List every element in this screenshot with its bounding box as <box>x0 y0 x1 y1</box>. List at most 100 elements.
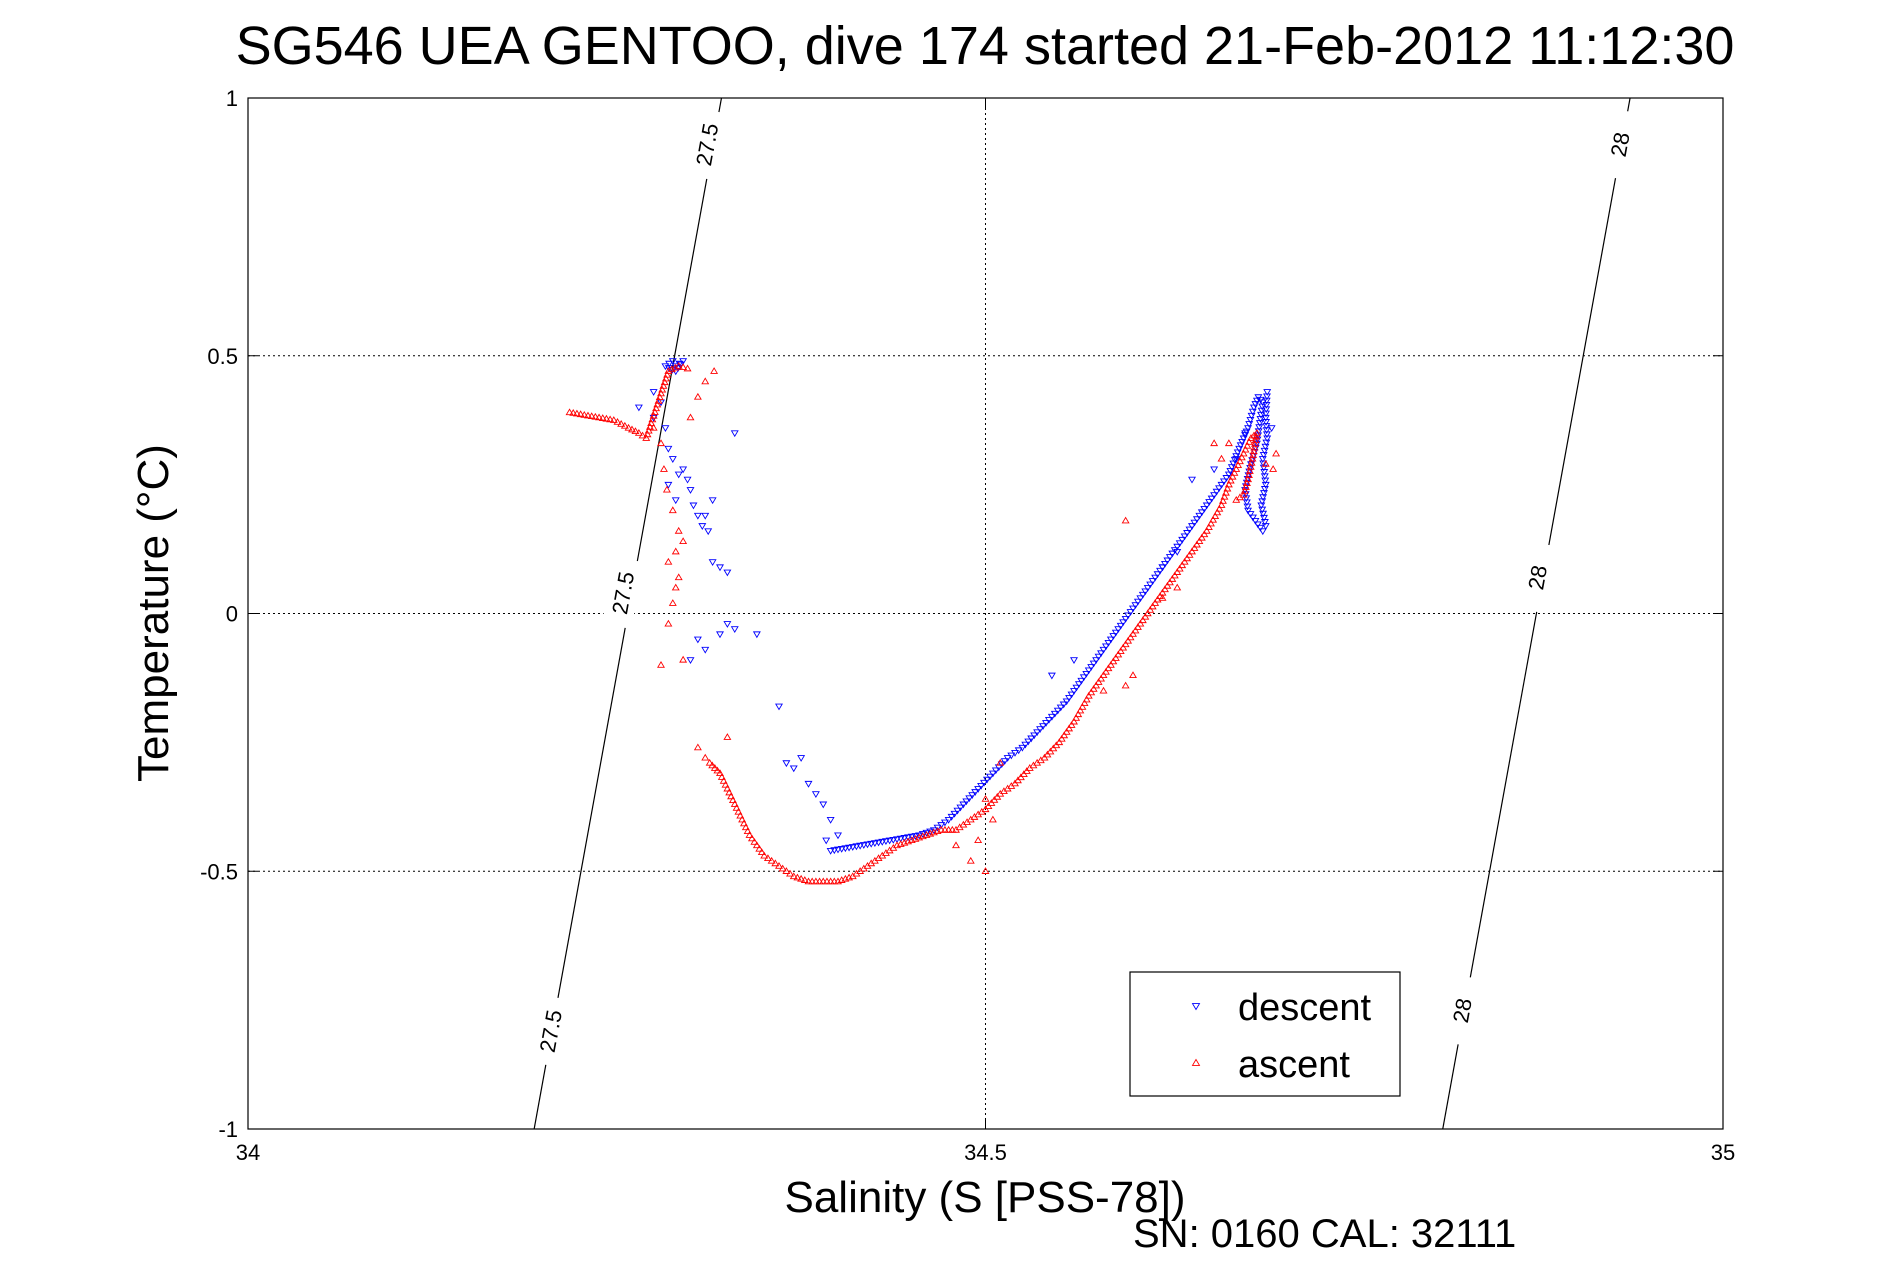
data-point <box>1241 445 1250 453</box>
data-point <box>1160 585 1169 593</box>
data-point <box>1039 723 1048 730</box>
data-point <box>649 411 658 419</box>
data-point <box>947 813 956 821</box>
data-point <box>730 800 739 807</box>
data-point <box>652 404 661 412</box>
data-point <box>1242 499 1251 507</box>
data-point <box>789 872 798 880</box>
data-point <box>617 419 626 427</box>
data-point <box>1185 526 1194 534</box>
data-point <box>1121 640 1130 648</box>
data-point <box>1007 752 1016 760</box>
data-point <box>1190 544 1199 551</box>
data-point <box>1210 439 1219 447</box>
data-point <box>870 840 879 847</box>
data-point <box>1219 478 1228 486</box>
data-point <box>907 833 916 841</box>
data-point <box>1067 721 1076 728</box>
data-point <box>778 864 787 872</box>
data-point <box>674 573 683 581</box>
data-point <box>752 631 761 639</box>
data-point <box>1251 518 1260 525</box>
data-point <box>708 559 717 567</box>
data-point <box>1180 557 1189 565</box>
data-point <box>834 832 842 840</box>
data-point <box>1114 626 1123 634</box>
data-point <box>1256 415 1265 423</box>
data-point <box>1014 747 1023 755</box>
data-point <box>657 439 665 447</box>
data-point <box>647 419 656 427</box>
data-point <box>1217 501 1226 508</box>
data-point <box>1121 516 1130 524</box>
data-point <box>693 392 702 400</box>
x-axis-label: Salinity (S [PSS-78]) <box>784 1173 1185 1222</box>
data-point <box>1114 650 1123 658</box>
data-point <box>645 422 654 430</box>
data-point <box>1153 595 1162 603</box>
axis-ticks: 34 34.5 35 -1 -0.5 0 0.5 1 <box>200 86 1735 1165</box>
data-point <box>1261 523 1270 530</box>
data-point <box>1173 543 1182 551</box>
data-point <box>1253 521 1262 529</box>
data-point <box>598 414 607 421</box>
data-point <box>665 360 674 368</box>
contour-label: 28 <box>1523 563 1552 592</box>
data-point <box>1126 633 1135 641</box>
data-point <box>1247 461 1255 469</box>
data-point <box>1207 495 1216 503</box>
data-point <box>1223 484 1232 492</box>
data-point <box>1256 524 1265 532</box>
data-point <box>584 411 592 419</box>
data-point <box>1092 657 1101 664</box>
data-point <box>602 414 611 422</box>
data-point <box>653 400 662 408</box>
data-point <box>852 843 861 851</box>
data-point <box>1062 727 1071 735</box>
data-point <box>723 569 732 577</box>
chart-title: SG546 UEA GENTOO, dive 174 started 21-Fe… <box>236 16 1735 76</box>
data-point <box>657 660 665 668</box>
data-point <box>1180 533 1189 541</box>
data-point <box>587 412 596 420</box>
data-point <box>881 838 890 846</box>
data-point <box>1188 476 1196 484</box>
data-point <box>966 856 975 864</box>
data-point <box>775 703 783 711</box>
data-point <box>1089 660 1098 668</box>
data-point <box>968 792 977 800</box>
contour-label-bg <box>1516 541 1558 614</box>
data-point <box>922 829 931 837</box>
data-point <box>660 378 669 386</box>
data-point <box>1151 574 1160 582</box>
data-point <box>1158 564 1167 572</box>
data-point <box>689 502 698 510</box>
data-point <box>1239 490 1248 498</box>
data-point <box>1131 626 1140 634</box>
data-point <box>1101 643 1110 651</box>
data-point <box>1024 738 1033 746</box>
data-point <box>937 822 946 829</box>
data-point <box>710 764 719 771</box>
data-point <box>1136 595 1145 603</box>
data-point <box>1104 664 1113 672</box>
data-point <box>1041 720 1050 727</box>
data-point <box>1237 453 1246 461</box>
data-point <box>1057 734 1066 742</box>
data-point <box>1168 575 1177 582</box>
data-point <box>1204 523 1213 531</box>
contour-label: 28 <box>1448 996 1477 1025</box>
data-point <box>1210 492 1219 500</box>
data-point <box>1092 681 1101 689</box>
data-point <box>1215 485 1224 493</box>
data-point <box>904 834 913 842</box>
series-descent <box>634 358 1276 855</box>
data-point <box>1011 749 1019 757</box>
legend-label-ascent: ascent <box>1238 1044 1350 1086</box>
data-point <box>725 788 734 796</box>
data-point <box>606 415 615 423</box>
data-point <box>664 619 673 627</box>
data-point <box>797 874 806 882</box>
data-point <box>1067 691 1076 699</box>
data-point <box>1217 454 1226 462</box>
